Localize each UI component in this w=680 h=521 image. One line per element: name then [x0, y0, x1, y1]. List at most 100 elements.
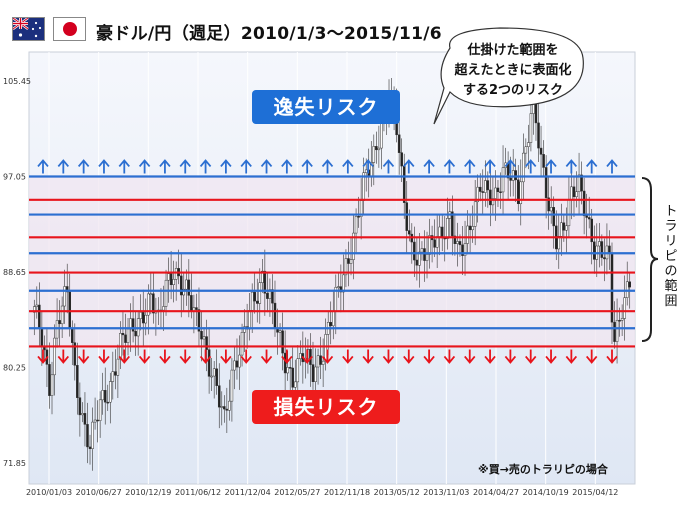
candle-body — [461, 244, 464, 256]
candle-body — [560, 222, 563, 237]
candle-body — [271, 289, 274, 304]
up-arrow-icon — [443, 159, 456, 174]
candle-body — [339, 286, 343, 293]
candle-body — [83, 413, 87, 425]
candle-body — [106, 401, 110, 404]
down-arrow-icon — [159, 349, 171, 364]
candle-body — [273, 302, 277, 329]
page-title: 豪ドル/円（週足）2010/1/3～2015/11/6 — [96, 24, 442, 44]
candle-body — [124, 334, 127, 343]
candle-body — [311, 364, 315, 382]
down-arrow-icon — [138, 349, 151, 364]
candle-body — [197, 309, 201, 332]
candle-body — [149, 293, 153, 295]
candle-body — [425, 254, 429, 261]
candle-body — [60, 305, 64, 325]
x-tick-label: 2014/04/27 — [473, 488, 519, 497]
candle-body — [380, 122, 383, 149]
candle-body — [185, 279, 188, 290]
candle-body — [121, 333, 125, 336]
up-arrow-icon — [98, 159, 110, 174]
candle-body — [88, 446, 92, 449]
candle-body — [562, 222, 566, 231]
candle-body — [547, 197, 550, 212]
candle-body — [220, 406, 224, 408]
candle-body — [141, 312, 145, 324]
candle-body — [243, 326, 246, 333]
candle-body — [76, 365, 79, 398]
candle-body — [529, 113, 533, 143]
candle-body — [603, 257, 606, 260]
candle-body — [319, 355, 322, 365]
candle-body — [109, 381, 112, 403]
candle-body — [468, 225, 472, 231]
candle-body — [103, 390, 107, 403]
candle-body — [499, 191, 502, 194]
up-arrow-icon — [342, 159, 354, 174]
up-arrow-icon — [260, 159, 273, 174]
candle-body — [598, 241, 601, 247]
candle-body — [620, 318, 624, 321]
candle-body — [463, 243, 467, 256]
candle-body — [126, 328, 130, 343]
candle-body — [352, 232, 355, 260]
candle-body — [580, 174, 583, 192]
candle-body — [481, 191, 485, 193]
candle-body — [405, 202, 409, 231]
candle-body — [400, 152, 403, 167]
candle-body — [207, 349, 211, 377]
up-arrow-icon — [37, 159, 49, 174]
down-arrow-icon — [342, 349, 354, 364]
down-arrow-icon — [443, 349, 456, 364]
candle-body — [250, 291, 254, 311]
down-arrow-icon — [545, 349, 557, 364]
candle-body — [524, 146, 528, 154]
candle-body — [438, 226, 441, 237]
candle-body — [364, 169, 368, 173]
candle-body — [321, 360, 325, 365]
upper-risk-badge: 逸失リスク — [252, 90, 400, 124]
down-arrow-icon — [423, 349, 435, 364]
candle-body — [615, 319, 619, 342]
candle-body — [354, 216, 358, 234]
candle-body — [172, 279, 175, 285]
candle-body — [418, 251, 421, 266]
candle-body — [131, 318, 135, 332]
candle-body — [248, 310, 251, 330]
candle-body — [408, 230, 411, 235]
y-tick-label: 105.45 — [3, 77, 31, 86]
candle-body — [514, 170, 517, 181]
candle-body — [268, 289, 272, 299]
candle-body — [428, 235, 431, 255]
candle-body — [542, 154, 545, 168]
candle-body — [240, 331, 244, 356]
candle-body — [212, 368, 216, 377]
up-arrow-icon — [403, 159, 415, 174]
down-arrow-icon — [199, 349, 212, 364]
up-arrow-icon — [504, 159, 517, 174]
candle-body — [93, 419, 97, 423]
candle-body — [575, 191, 578, 198]
candle-body — [377, 147, 381, 151]
candle-body — [223, 406, 226, 410]
candle-body — [342, 274, 345, 293]
candle-body — [48, 364, 51, 396]
down-arrow-icon — [403, 349, 415, 364]
candle-body — [623, 297, 626, 319]
candle-body — [217, 385, 221, 408]
candle-body — [202, 336, 206, 340]
candle-body — [253, 291, 256, 302]
down-arrow-icon — [464, 349, 476, 364]
candle-body — [357, 216, 360, 218]
up-arrow-icon — [565, 159, 578, 174]
candle-body — [471, 226, 474, 231]
svg-text:超えたときに表面化: 超えたときに表面化 — [454, 62, 571, 78]
candle-body — [458, 241, 462, 246]
candle-body — [58, 320, 61, 325]
candle-body — [179, 275, 183, 296]
candle-body — [139, 312, 142, 319]
australia-flag-icon — [12, 17, 45, 41]
candle-body — [344, 258, 348, 276]
candle-body — [228, 400, 231, 411]
